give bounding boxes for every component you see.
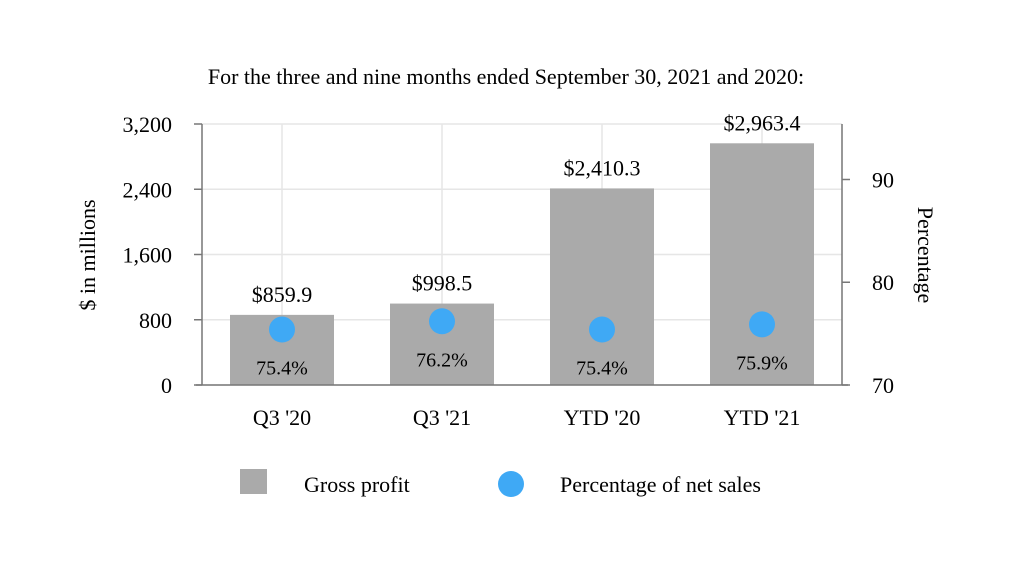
percentage-dot	[429, 308, 455, 335]
bar-series	[230, 143, 814, 385]
y-tick-label: 3,200	[123, 112, 173, 137]
percentage-label: 75.4%	[576, 358, 628, 380]
y2-axis-label: Percentage	[913, 207, 938, 304]
bar	[710, 143, 814, 385]
percentage-dot	[269, 316, 295, 343]
legend-swatch-percentage	[498, 471, 524, 497]
y2-tick-label: 90	[872, 167, 894, 192]
dot-series	[269, 308, 775, 343]
percentage-dot	[749, 311, 775, 338]
bar-value-label: $859.9	[252, 282, 313, 307]
x-tick-label: Q3 '20	[253, 405, 311, 430]
y-tick-label: 0	[161, 373, 172, 398]
legend-label-gross-profit: Gross profit	[304, 472, 410, 497]
data-labels: $859.9 $998.5 $2,410.3 $2,963.4 75.4% 76.2% 75…	[252, 110, 801, 379]
legend-label-percentage: Percentage of net sales	[560, 472, 761, 497]
chart-title: For the three and nine months ended Sept…	[208, 64, 804, 89]
percentage-dot	[589, 316, 615, 343]
y-axis-label: $ in millions	[75, 199, 100, 310]
percentage-label: 75.9%	[736, 352, 788, 374]
x-tick-label: Q3 '21	[413, 405, 471, 430]
percentage-label: 76.2%	[416, 349, 468, 371]
bar-value-label: $998.5	[412, 271, 473, 296]
y-tick-label: 800	[139, 308, 172, 333]
y2-tick-label: 80	[872, 270, 894, 295]
legend-swatch-gross-profit	[240, 469, 267, 494]
x-tick-label: YTD '21	[724, 405, 801, 430]
legend: Gross profit Percentage of net sales	[240, 469, 761, 497]
percentage-label: 75.4%	[256, 358, 308, 380]
y-tick-label: 1,600	[123, 243, 173, 268]
y-tick-label: 2,400	[123, 177, 173, 202]
bar-value-label: $2,410.3	[564, 155, 641, 180]
bar-value-label: $2,963.4	[724, 110, 801, 135]
axes: 0 800 1,600 2,400 3,200 70 80 90 Q3 '20 Q3 '21 YTD…	[123, 112, 895, 430]
y2-tick-label: 70	[872, 373, 894, 398]
x-tick-label: YTD '20	[564, 405, 641, 430]
bar	[550, 188, 654, 385]
